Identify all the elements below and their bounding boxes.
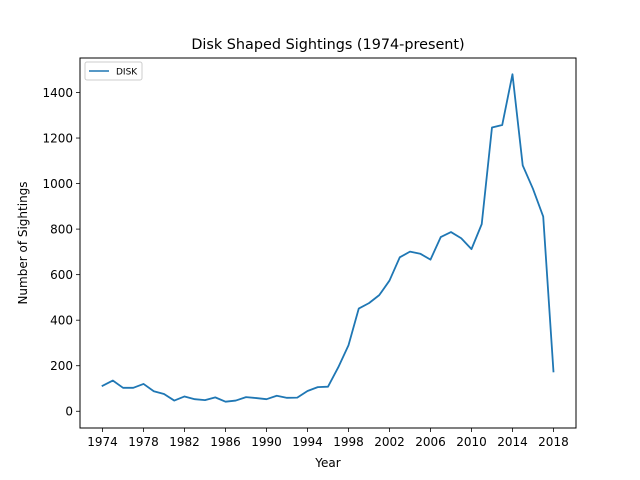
x-tick-label: 1998 [333,435,364,449]
chart-title: Disk Shaped Sightings (1974-present) [191,37,464,53]
x-tick-label: 1974 [87,435,118,449]
x-axis-ticks: 1974 1978 1982 1986 1990 1994 1998 2002 2006 2010… [87,428,569,449]
legend: DISK [84,61,143,81]
y-tick-label: 1200 [42,131,73,145]
x-tick-label: 1978 [128,435,159,449]
x-tick-label: 2002 [374,435,405,449]
x-tick-label: 2010 [456,435,487,449]
y-tick-label: 600 [50,268,73,282]
x-tick-label: 2006 [415,435,446,449]
axes-frame [79,57,577,429]
x-tick-label: 2014 [497,435,528,449]
x-tick-label: 1982 [169,435,200,449]
y-tick-label: 200 [50,359,73,373]
series-line-disk [101,73,555,403]
x-tick-label: 1990 [251,435,282,449]
y-tick-label: 800 [50,222,73,236]
x-tick-label: 1994 [292,435,323,449]
y-tick-label: 0 [65,405,73,419]
x-tick-label: 1986 [210,435,241,449]
series-layer [101,73,555,403]
legend-label-disk: DISK [116,68,138,78]
y-axis-ticks: 0 200 400 600 800 1000 1200 1400 [42,86,80,419]
y-tick-label: 400 [50,313,73,327]
y-tick-label: 1000 [42,177,73,191]
x-tick-label: 2018 [538,435,569,449]
x-axis-label: Year [314,456,340,470]
y-axis-label: Number of Sightings [16,181,30,304]
legend-frame [84,61,143,81]
y-tick-label: 1400 [42,86,73,100]
